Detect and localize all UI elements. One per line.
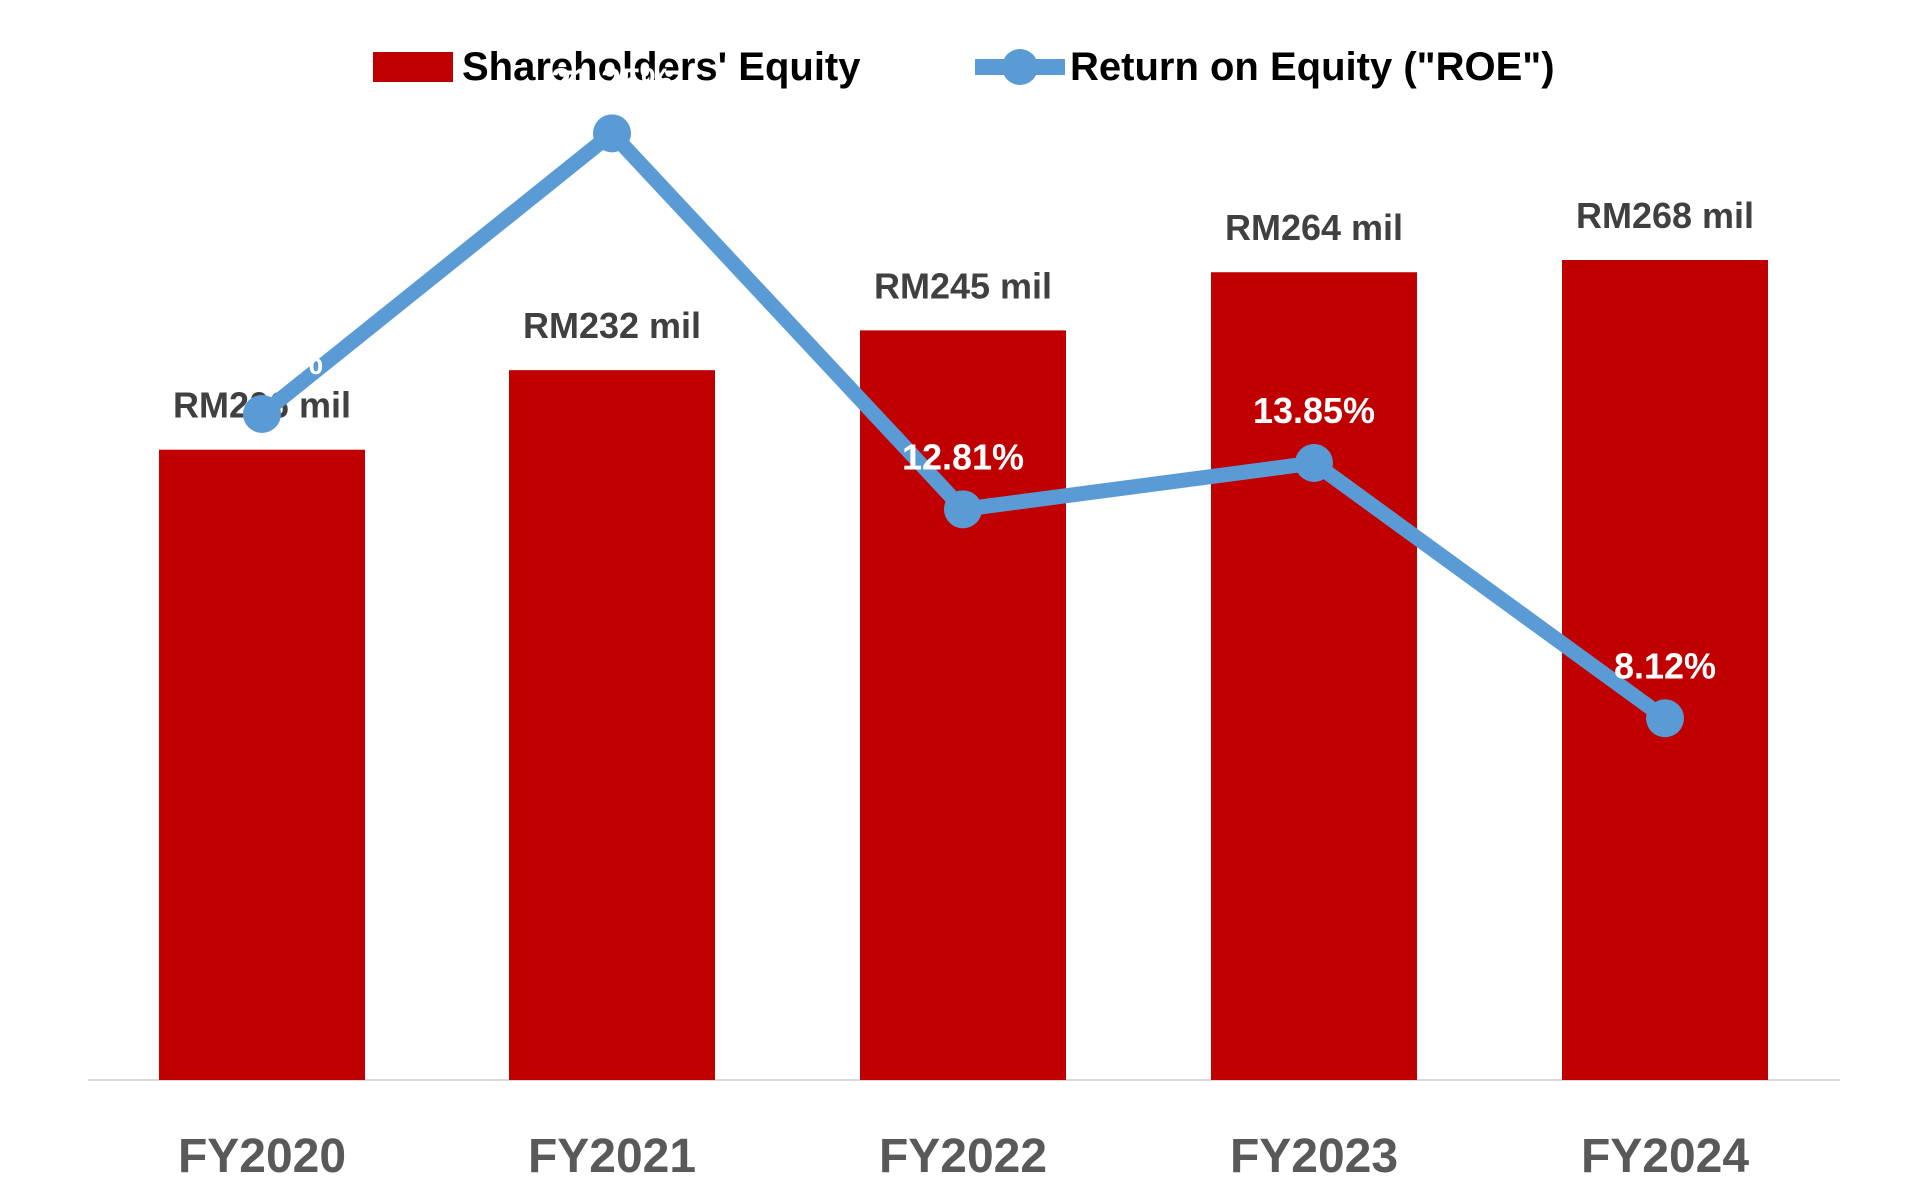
legend: Shareholders' Equity Return on Equity ("… — [373, 45, 1555, 89]
bar-value-label: RM245 mil — [874, 265, 1052, 306]
x-tick-label: FY2021 — [528, 1130, 696, 1183]
category-labels-layer: FY2020 FY2021 FY2022 FY2023 FY2024 — [178, 1130, 1749, 1183]
legend-swatch-equity — [373, 52, 453, 82]
x-tick-label: FY2024 — [1581, 1130, 1749, 1183]
roe-point-fy2021 — [593, 114, 631, 153]
bar-equity-fy2023 — [1211, 272, 1417, 1080]
roe-value-label: 14.95% — [201, 341, 323, 382]
roe-point-fy2023 — [1295, 443, 1333, 482]
roe-labels-layer: 14.95% 21.25% 12.81% 13.85% 8.12% — [201, 60, 1716, 686]
x-tick-label: FY2023 — [1230, 1130, 1398, 1183]
roe-point-fy2024 — [1646, 699, 1684, 738]
roe-line-layer — [243, 114, 1684, 738]
roe-value-label: 21.25% — [551, 60, 673, 101]
bar-value-label: RM264 mil — [1225, 207, 1403, 248]
bar-equity-fy2020 — [159, 449, 365, 1081]
roe-value-label: 8.12% — [1614, 645, 1716, 686]
bar-equity-fy2021 — [509, 370, 715, 1080]
x-tick-label: FY2020 — [178, 1130, 346, 1183]
bar-value-label: RM268 mil — [1576, 195, 1754, 236]
legend-label-roe: Return on Equity ("ROE") — [1070, 45, 1555, 89]
roe-point-fy2022 — [944, 490, 982, 529]
x-tick-label: FY2022 — [879, 1130, 1047, 1183]
legend-marker-roe — [1002, 49, 1038, 85]
roe-value-label: 13.85% — [1253, 390, 1375, 431]
bar-value-label: RM232 mil — [523, 305, 701, 346]
legend-label-equity: Shareholders' Equity — [462, 45, 861, 89]
bars-layer — [159, 260, 1768, 1081]
roe-point-fy2020 — [243, 394, 281, 433]
bar-equity-fy2022 — [860, 330, 1066, 1080]
roe-value-label: 12.81% — [902, 436, 1024, 477]
